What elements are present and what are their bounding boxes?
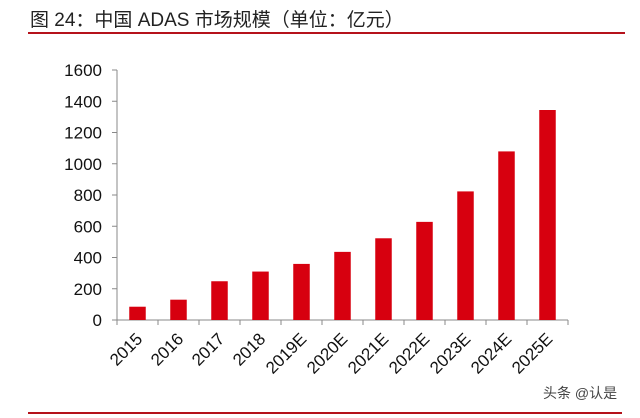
- x-tick-label: 2025E: [508, 329, 556, 377]
- bar-2019E: [293, 263, 310, 320]
- bar-2024E: [498, 151, 515, 320]
- x-tick-label: 2024E: [467, 329, 515, 377]
- y-tick-label: 800: [74, 186, 102, 205]
- bar-2023E: [457, 191, 474, 320]
- bar-2021E: [375, 238, 392, 320]
- bottom-divider: [28, 412, 622, 414]
- y-tick-label: 1000: [64, 155, 102, 174]
- x-tick-label: 2015: [106, 329, 146, 369]
- bar-2020E: [334, 251, 351, 320]
- bar-2018: [252, 271, 269, 320]
- x-tick-label: 2020E: [303, 329, 351, 377]
- y-tick-label: 600: [74, 217, 102, 236]
- x-tick-label: 2023E: [426, 329, 474, 377]
- bar-2016: [170, 299, 187, 320]
- bar-2025E: [539, 110, 556, 320]
- y-tick-label: 1400: [64, 92, 102, 111]
- y-tick-label: 0: [93, 311, 102, 330]
- title-divider: [28, 32, 625, 34]
- x-tick-label: 2016: [147, 329, 187, 369]
- y-tick-label: 400: [74, 249, 102, 268]
- bar-2015: [129, 306, 146, 320]
- watermark: 头条 @认是: [543, 385, 618, 401]
- bar-2017: [211, 281, 228, 320]
- y-tick-label: 1200: [64, 124, 102, 143]
- bar-2022E: [416, 221, 433, 320]
- y-tick-label: 1600: [64, 61, 102, 80]
- x-tick-label: 2019E: [262, 329, 310, 377]
- y-tick-label: 200: [74, 280, 102, 299]
- x-tick-label: 2022E: [385, 329, 433, 377]
- x-tick-label: 2017: [188, 329, 228, 369]
- x-tick-label: 2021E: [344, 329, 392, 377]
- chart-title: 图 24：中国 ADAS 市场规模（单位：亿元）: [30, 10, 404, 31]
